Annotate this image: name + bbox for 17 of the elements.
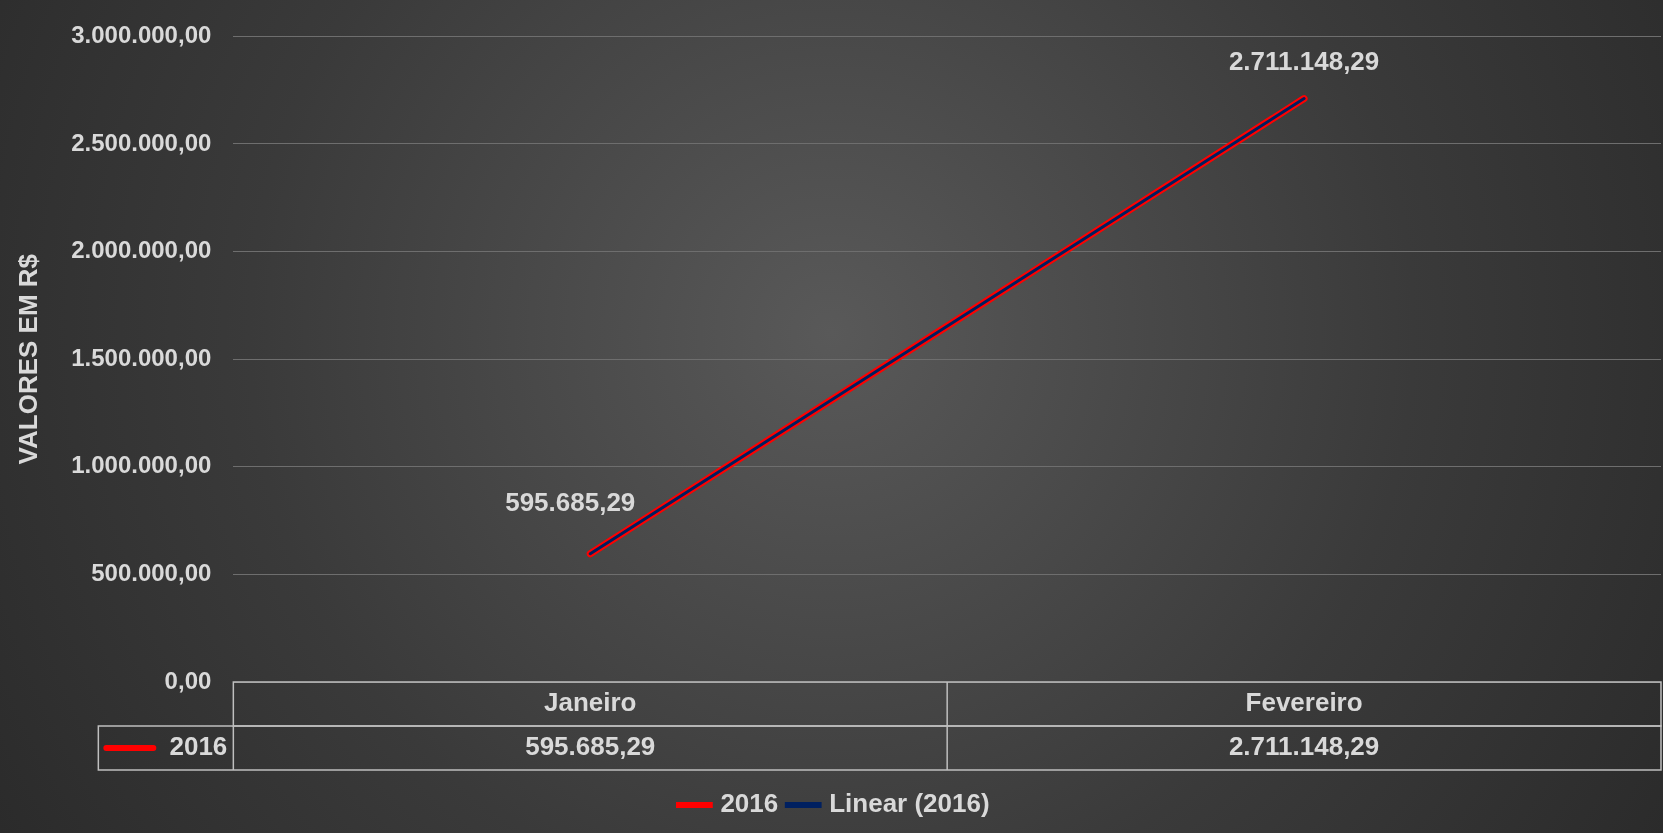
y-tick-label: 2.500.000,00 [71, 128, 212, 156]
y-tick-label: 3.000.000,00 [71, 21, 212, 49]
text: 2016 [169, 731, 228, 762]
y-tick-label: 500.000,00 [91, 559, 212, 587]
x-tick-label: Fevereiro [1245, 687, 1363, 718]
data-label: 2.711.148,29 [1228, 731, 1380, 762]
y-tick-label: 1.500.000,00 [71, 343, 212, 371]
text: 595.685,29 [505, 486, 636, 517]
legend-label: 2016 [720, 788, 779, 819]
y-axis-title: VALORES EM R$ [12, 253, 43, 465]
legend-label: Linear (2016) [829, 788, 990, 819]
x-tick-label: Janeiro [544, 687, 637, 718]
data-label: 595.685,29 [525, 731, 656, 762]
y-tick-label: 1.000.000,00 [71, 451, 212, 479]
y-tick-label: 2.000.000,00 [71, 236, 212, 264]
text: 2.711.148,29 [1228, 45, 1380, 76]
y-tick-label: 0,00 [164, 666, 212, 694]
